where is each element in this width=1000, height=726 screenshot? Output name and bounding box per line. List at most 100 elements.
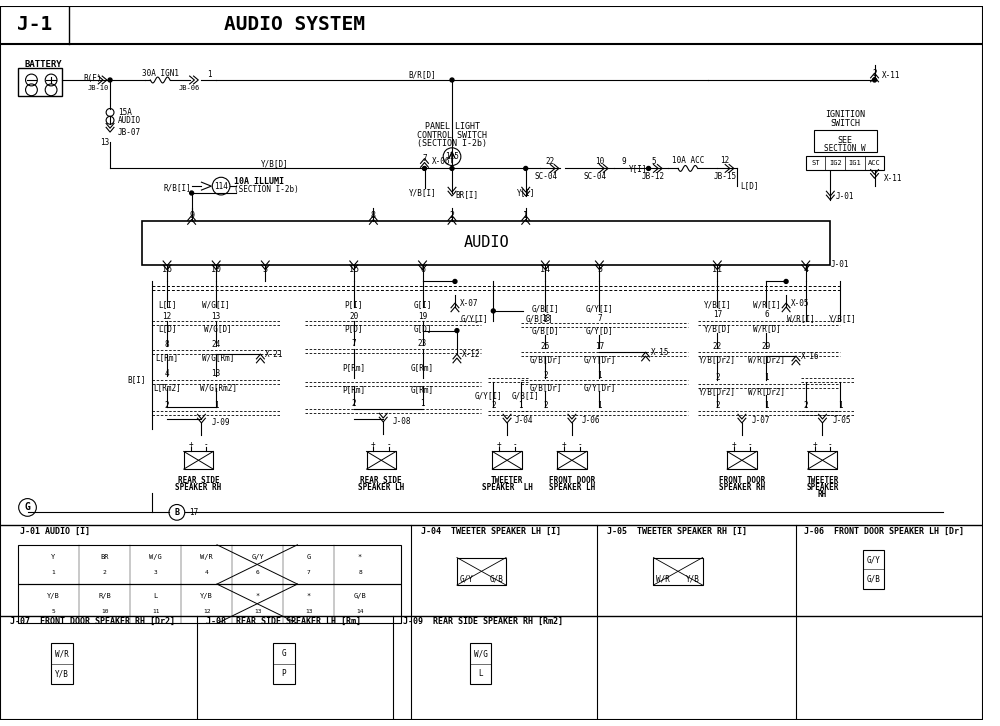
Text: 7: 7	[422, 154, 427, 163]
Text: X-05: X-05	[791, 298, 810, 308]
Text: SC-04: SC-04	[535, 172, 558, 181]
Text: 7: 7	[307, 570, 311, 575]
Text: G[Rm]: G[Rm]	[411, 385, 434, 394]
Text: 4: 4	[803, 265, 808, 274]
Text: J-08  REAR SIDE SPEAKER LH [Rm]: J-08 REAR SIDE SPEAKER LH [Rm]	[206, 617, 361, 626]
Text: J-1: J-1	[17, 15, 52, 34]
Text: 6: 6	[256, 570, 260, 575]
Text: W/G: W/G	[149, 554, 162, 560]
Text: W/G[I]: W/G[I]	[202, 301, 230, 309]
Text: SPEAKER LH: SPEAKER LH	[358, 484, 404, 492]
Text: 18: 18	[541, 314, 550, 323]
Text: 10A ILLUMI: 10A ILLUMI	[234, 176, 284, 186]
Text: 11: 11	[712, 265, 722, 274]
Text: 13: 13	[254, 609, 262, 614]
Text: 2: 2	[543, 401, 548, 409]
Text: SECTION W: SECTION W	[824, 144, 866, 153]
Text: B(E): B(E)	[84, 73, 102, 83]
Text: 3: 3	[263, 265, 268, 274]
Text: 2: 2	[165, 401, 169, 409]
Bar	[142, 221, 830, 265]
Text: G: G	[307, 554, 311, 560]
Circle shape	[784, 280, 788, 283]
Text: 6: 6	[420, 265, 425, 274]
Text: G/Y[D]: G/Y[D]	[586, 326, 613, 335]
Text: JB-06: JB-06	[179, 85, 200, 91]
Text: J-01 AUDIO [I]: J-01 AUDIO [I]	[20, 526, 90, 536]
Text: 2: 2	[491, 401, 496, 409]
Text: 2: 2	[872, 69, 877, 78]
Text: AUDIO: AUDIO	[118, 115, 141, 125]
Text: Y/B[I]: Y/B[I]	[409, 189, 436, 197]
Text: 13: 13	[212, 312, 221, 322]
Text: *: *	[256, 593, 260, 599]
Text: G/B[Dr]: G/B[Dr]	[529, 383, 562, 392]
Text: 14: 14	[356, 609, 364, 614]
Text: B[I]: B[I]	[127, 375, 145, 384]
Text: 115: 115	[445, 152, 459, 161]
Text: J-08: J-08	[393, 417, 412, 426]
Text: SC-04: SC-04	[584, 172, 607, 181]
Text: W/G: W/G	[474, 649, 487, 658]
Text: AUDIO: AUDIO	[464, 234, 509, 250]
Text: -: -	[513, 440, 517, 449]
Text: X-15: X-15	[651, 348, 669, 356]
Text: G/B[D]: G/B[D]	[531, 326, 559, 335]
Text: -: -	[577, 440, 582, 449]
Bar	[273, 643, 295, 685]
Text: W/R[Dr2]: W/R[Dr2]	[748, 387, 785, 396]
Text: 1: 1	[52, 570, 55, 575]
Text: J-05  TWEETER SPEAKER RH [I]: J-05 TWEETER SPEAKER RH [I]	[607, 526, 747, 536]
Bar	[727, 452, 757, 469]
Text: SPEAKER RH: SPEAKER RH	[175, 484, 222, 492]
Text: 1: 1	[523, 211, 528, 220]
Text: 2: 2	[715, 401, 720, 409]
Text: X-16: X-16	[801, 351, 819, 361]
Text: *: *	[358, 554, 362, 560]
Text: 2: 2	[351, 399, 356, 408]
Text: G/Y[I]: G/Y[I]	[474, 391, 502, 400]
Text: -: -	[204, 440, 209, 449]
Text: W/R[D]: W/R[D]	[753, 324, 780, 333]
Text: Y[I]: Y[I]	[516, 189, 535, 197]
Bar	[18, 584, 401, 624]
Text: 15: 15	[349, 265, 359, 274]
Text: G/B: G/B	[489, 575, 503, 584]
Text: W/G[Rm]: W/G[Rm]	[202, 354, 234, 362]
Text: +: +	[188, 440, 193, 449]
Text: 9: 9	[622, 157, 626, 166]
Text: 13: 13	[212, 370, 221, 378]
Text: 8: 8	[371, 211, 376, 220]
Text: Y[I]: Y[I]	[629, 164, 647, 173]
Text: J-01: J-01	[835, 192, 854, 201]
Text: 24: 24	[212, 340, 221, 348]
Text: 10A ACC: 10A ACC	[672, 156, 704, 165]
Text: SPEAKER  LH: SPEAKER LH	[482, 484, 532, 492]
Text: 16: 16	[162, 265, 172, 274]
Text: 1: 1	[207, 70, 212, 78]
Text: 1: 1	[764, 401, 769, 409]
Circle shape	[190, 191, 194, 195]
Text: G/Y[I]: G/Y[I]	[586, 304, 613, 314]
Text: +: +	[371, 440, 376, 449]
Text: L[Rm]: L[Rm]	[155, 354, 179, 362]
Bar	[18, 68, 62, 96]
Text: JB-15: JB-15	[714, 172, 737, 181]
Text: Y/B[I]: Y/B[I]	[829, 314, 857, 323]
Text: REAR SIDE: REAR SIDE	[178, 476, 219, 486]
Text: 2: 2	[715, 373, 720, 383]
Text: 1: 1	[597, 371, 602, 380]
Text: +: +	[732, 440, 736, 449]
Text: (SECTION I-2b): (SECTION I-2b)	[234, 184, 299, 194]
Text: Y/B: Y/B	[47, 593, 60, 599]
Text: 5: 5	[597, 265, 602, 274]
Text: ST: ST	[811, 160, 820, 166]
Text: Y/B: Y/B	[686, 575, 700, 584]
Text: X-06: X-06	[432, 157, 451, 166]
Text: 29: 29	[762, 342, 771, 351]
Bar	[863, 550, 884, 589]
Text: 7: 7	[351, 339, 356, 348]
Text: JB-12: JB-12	[642, 172, 665, 181]
Text: PANEL LIGHT: PANEL LIGHT	[425, 122, 480, 131]
Text: R/B: R/B	[98, 593, 111, 599]
